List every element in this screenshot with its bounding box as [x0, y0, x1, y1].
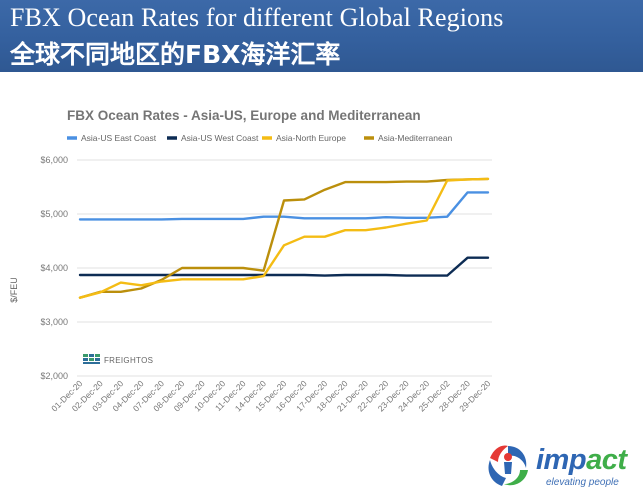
y-tick-label: $5,000 — [40, 209, 68, 219]
impact-wordmark-part1: imp — [536, 444, 587, 476]
line-chart: FBX Ocean Rates - Asia-US, Europe and Me… — [9, 108, 493, 413]
chart-legend: Asia-US East Coast Asia-US West Coast Asia… — [67, 133, 452, 143]
y-tick-label: $3,000 — [40, 317, 68, 327]
chart-container: FBX Ocean Rates - Asia-US, Europe and Me… — [0, 90, 643, 430]
y-axis-label: $/FEU — [9, 277, 19, 303]
slide-title-english: FBX Ocean Rates for different Global Reg… — [10, 3, 504, 32]
impact-wordmark-part2: act — [586, 444, 627, 476]
chart-series — [78, 177, 490, 299]
series-line-asia-north-europe — [78, 177, 490, 299]
impact-swirl-logo-icon — [488, 445, 528, 486]
y-axis-ticks: $2,000 $3,000 $4,000 $5,000 $6,000 — [40, 155, 68, 381]
impact-wordmark: impact — [536, 444, 627, 477]
chart-title: FBX Ocean Rates - Asia-US, Europe and Me… — [67, 108, 421, 123]
series-line-asia-mediterranean — [78, 177, 490, 299]
y-tick-label: $2,000 — [40, 371, 68, 381]
impact-logo: impact elevating people — [482, 440, 642, 492]
freightos-watermark: FREIGHTOS — [83, 354, 153, 365]
x-axis-ticks: 01-Dec-2002-Dec-2003-Dec-2004-Dec-2007-D… — [49, 378, 492, 413]
y-tick-label: $4,000 — [40, 263, 68, 273]
freightos-logo-icon — [83, 354, 100, 364]
series-line-asia-us-west-coast — [78, 256, 490, 277]
legend-label: Asia-North Europe — [276, 133, 346, 143]
chart-gridlines — [77, 159, 492, 377]
slide-header: FBX Ocean Rates for different Global Reg… — [0, 0, 643, 72]
y-tick-label: $6,000 — [40, 155, 68, 165]
legend-label: Asia-Mediterranean — [378, 133, 452, 143]
legend-label: Asia-US West Coast — [181, 133, 259, 143]
legend-label: Asia-US East Coast — [81, 133, 157, 143]
impact-tagline: elevating people — [546, 477, 619, 488]
freightos-label: FREIGHTOS — [104, 356, 153, 365]
slide-title-chinese: 全球不同地区的FBX海洋汇率 — [10, 40, 341, 69]
series-line-asia-us-east-coast — [78, 191, 490, 221]
